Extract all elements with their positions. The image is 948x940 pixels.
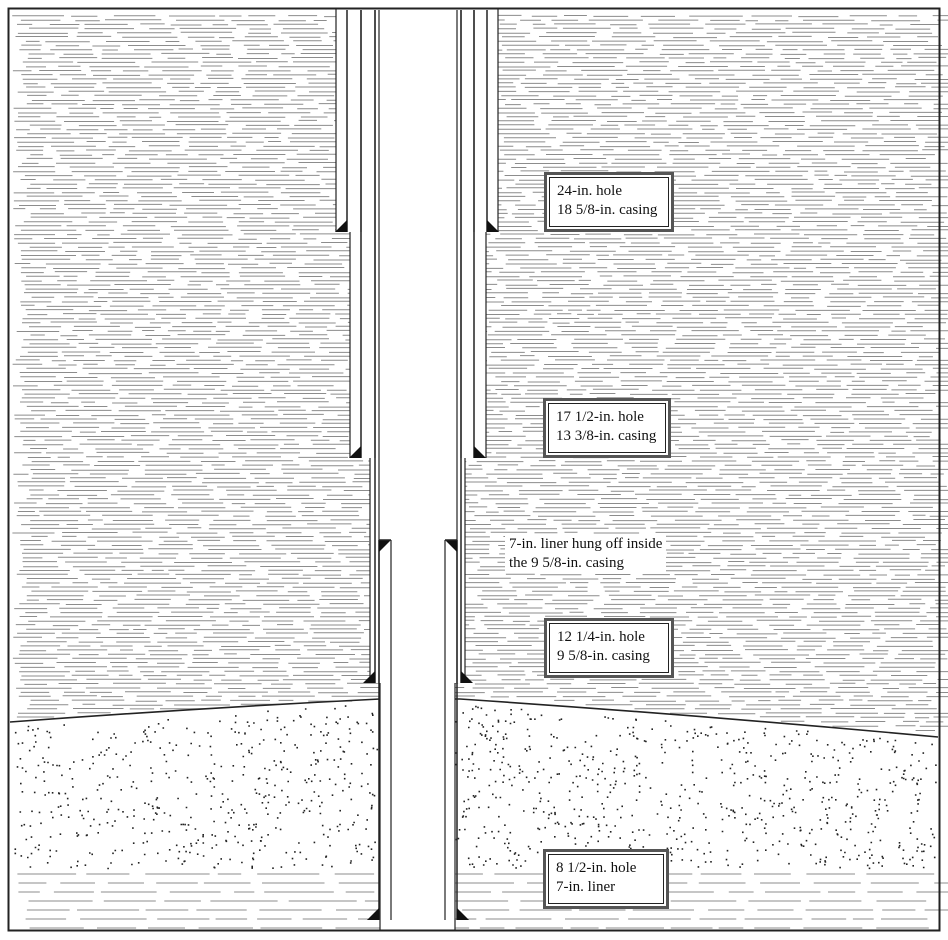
- label-conductor-casing-size: 18 5/8-in. casing: [557, 202, 658, 218]
- casing-9-5-8-shoe-right: [461, 671, 473, 683]
- liner-7-in-shoe-left: [367, 908, 379, 920]
- label-intermediate-hole: 12 1/4-in. hole: [557, 629, 645, 645]
- casing-18-5-8-shoe-right: [487, 220, 499, 232]
- casing-strings: [335, 10, 499, 920]
- label-surface-casing: 17 1/2-in. hole 13 3/8-in. casing: [543, 398, 671, 458]
- hole-8-half-in: [380, 683, 455, 930]
- label-liner-hanger: 7-in. liner hung off inside the 9 5/8-in…: [505, 535, 667, 573]
- casing-18-5-8-shoe-left: [335, 220, 347, 232]
- hole-17-half-in: [350, 232, 486, 458]
- label-surface-casing-size: 13 3/8-in. casing: [556, 428, 657, 444]
- label-surface-hole: 17 1/2-in. hole: [556, 409, 644, 425]
- label-intermediate-casing: 12 1/4-in. hole 9 5/8-in. casing: [544, 618, 674, 678]
- casing-9-5-8-shoe-left: [363, 671, 375, 683]
- label-conductor-casing: 24-in. hole 18 5/8-in. casing: [544, 172, 674, 232]
- bottom-shale-formation: [17, 873, 948, 929]
- label-liner-hanger-line2: the 9 5/8-in. casing: [509, 555, 624, 571]
- label-conductor-hole: 24-in. hole: [557, 183, 622, 199]
- label-intermediate-casing-size: 9 5/8-in. casing: [557, 648, 650, 664]
- hole-24-in: [336, 8, 498, 232]
- liner-hanger-right: [445, 540, 457, 552]
- label-liner-hanger-line1: 7-in. liner hung off inside: [509, 536, 663, 552]
- label-production-liner: 8 1/2-in. hole 7-in. liner: [543, 849, 669, 909]
- diagram-frame: [7, 7, 941, 932]
- label-production-liner-size: 7-in. liner: [556, 879, 616, 895]
- liner-hanger-left: [379, 540, 391, 552]
- borehole: [335, 8, 499, 930]
- formation-contact-line: [9, 698, 939, 738]
- sand-dots: [14, 704, 937, 870]
- casing-13-3-8-shoe-right: [474, 446, 486, 458]
- bottom-shale-lines: [17, 873, 948, 929]
- hole-12-quarter-in: [370, 458, 465, 683]
- label-production-hole: 8 1/2-in. hole: [556, 860, 637, 876]
- sand-formation: [14, 704, 937, 870]
- casing-13-3-8-shoe-left: [349, 446, 361, 458]
- liner-7-in-shoe-right: [457, 908, 469, 920]
